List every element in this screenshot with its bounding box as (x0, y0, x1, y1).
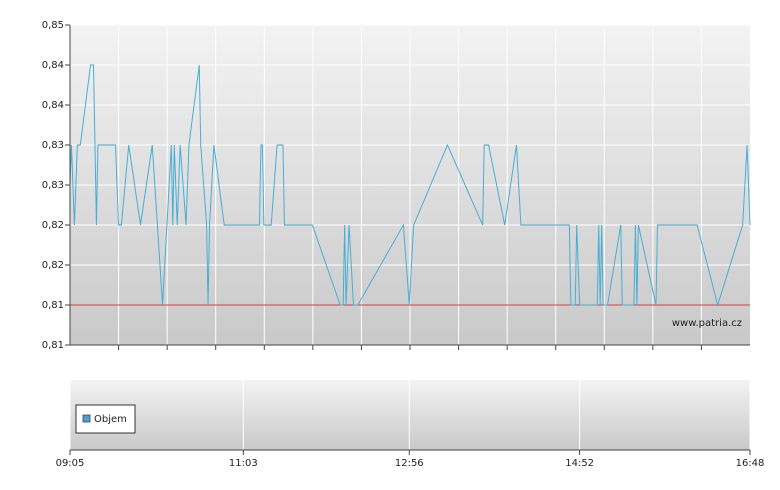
y-tick-label: 0,82 (42, 220, 64, 231)
y-tick-label: 0,82 (42, 260, 64, 271)
legend-label: Objem (94, 414, 127, 425)
y-tick-label: 0,84 (42, 100, 64, 111)
x-tick-label: 11:03 (229, 458, 258, 469)
y-tick-label: 0,85 (42, 20, 64, 31)
y-tick-label: 0,81 (42, 340, 64, 351)
price-line (69, 64, 751, 307)
x-tick-label: 12:56 (395, 458, 424, 469)
x-tick-label: 09:05 (56, 458, 85, 469)
x-tick-label: 16:48 (736, 458, 765, 469)
y-tick-label: 0,84 (42, 60, 64, 71)
y-tick-label: 0,83 (42, 180, 64, 191)
y-tick-label: 0,83 (42, 140, 64, 151)
x-tick-label: 14:52 (565, 458, 594, 469)
y-tick-label: 0,81 (42, 300, 64, 311)
volume-area (70, 380, 750, 450)
watermark: www.patria.cz (672, 318, 742, 329)
legend-swatch (82, 414, 91, 423)
